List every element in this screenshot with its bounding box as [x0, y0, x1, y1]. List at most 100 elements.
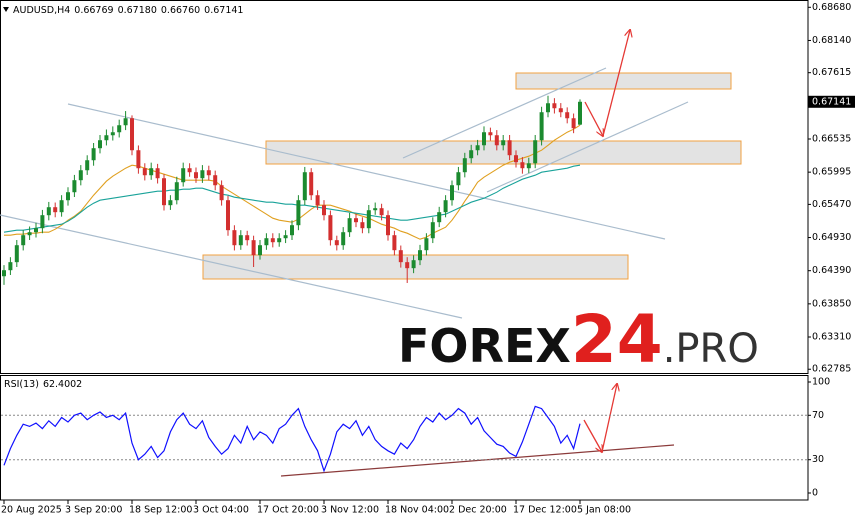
close-value: 0.67141: [204, 5, 243, 16]
candle-body: [379, 208, 384, 216]
candle-body: [206, 170, 211, 176]
candle-body: [456, 172, 461, 186]
y-tick-label: 0.66535: [812, 133, 851, 144]
candle-body: [347, 218, 352, 233]
y-tick-label: 0.67615: [812, 67, 851, 78]
rsi-trendline: [280, 444, 675, 477]
candle-body: [501, 140, 506, 146]
x-tick-label: 17 Oct 20:00: [257, 505, 319, 516]
candle-body: [251, 240, 256, 256]
forecast-arrow: [601, 384, 617, 453]
price-panel-frame: [0, 0, 809, 374]
candle-body: [59, 200, 64, 213]
y-tick-label: 0.68680: [812, 2, 851, 13]
rsi-name: RSI(13): [4, 379, 39, 390]
forecast-arrow: [583, 419, 602, 452]
rsi-value: 62.4002: [43, 379, 82, 390]
candle-body: [104, 135, 109, 141]
candle-body: [264, 238, 269, 246]
candle-body: [187, 168, 192, 173]
candle-body: [168, 200, 173, 206]
candle-body: [578, 101, 582, 125]
candle-body: [110, 132, 115, 136]
y-tick-label: 0.64390: [812, 265, 851, 276]
y-tick-label: 0.68140: [812, 35, 851, 46]
watermark-part: FOREX: [398, 319, 571, 373]
candle-body: [309, 172, 314, 196]
candle-body: [98, 140, 102, 149]
candle-body: [232, 230, 237, 246]
x-tick-label: 3 Sep 20:00: [65, 505, 122, 516]
candle-body: [328, 215, 333, 241]
candle-body: [91, 148, 96, 161]
candle-body: [123, 118, 128, 126]
candle-body: [418, 250, 422, 261]
x-tick-label: 3 Oct 04:00: [193, 505, 249, 516]
candle-body: [552, 103, 557, 109]
y-tick-label: 0.65995: [812, 167, 851, 178]
candle-body: [341, 232, 346, 246]
forecast-arrow: [584, 101, 603, 136]
candle-body: [398, 250, 403, 263]
candle-body: [53, 207, 58, 213]
price-header: AUDUSD,H4 0.66769 0.67180 0.66760 0.67141: [13, 5, 243, 16]
candle-body: [283, 235, 288, 239]
x-tick-label: 2 Dec 20:00: [449, 505, 507, 516]
candle-body: [322, 205, 326, 216]
channel-line: [486, 101, 689, 193]
rsi-panel-frame: [0, 375, 809, 501]
candle-body: [136, 150, 141, 169]
high-value: 0.67180: [118, 5, 157, 16]
candle-body: [334, 240, 339, 246]
candle-body: [258, 245, 262, 256]
candle-body: [494, 135, 499, 146]
candle-body: [482, 132, 486, 146]
x-tick-label: 20 Aug 2025: [1, 505, 62, 516]
candle-body: [469, 150, 474, 159]
candle-body: [315, 195, 320, 206]
candle-body: [27, 232, 32, 236]
symbol: AUDUSD,H4: [13, 5, 70, 16]
candle-body: [290, 225, 294, 236]
watermark: FOREX24.PRO: [398, 301, 759, 378]
candle-body: [539, 112, 544, 141]
candle-body: [571, 118, 576, 129]
candle-body: [162, 178, 166, 206]
candle-body: [238, 235, 243, 246]
candle-body: [270, 238, 275, 243]
candle-body: [46, 207, 51, 216]
resistance-zone: [515, 72, 732, 90]
candle-body: [142, 168, 147, 176]
candle-body: [155, 168, 160, 179]
candle-body: [302, 172, 307, 201]
candle-body: [8, 262, 13, 271]
candle-body: [72, 180, 77, 193]
candle-body: [149, 168, 154, 176]
candle-body: [181, 168, 186, 183]
candle-body: [533, 140, 538, 164]
x-tick-label: 18 Nov 04:00: [385, 505, 449, 516]
candle-body: [174, 182, 179, 201]
candle-body: [437, 212, 442, 223]
candle-body: [200, 170, 205, 179]
candle-body: [488, 132, 493, 136]
x-tick-label: 18 Sep 12:00: [129, 505, 192, 516]
menu-triangle[interactable]: [3, 7, 9, 12]
candle-body: [194, 172, 198, 179]
open-value: 0.66769: [74, 5, 113, 16]
candle-body: [430, 222, 435, 239]
candle-body: [34, 228, 38, 233]
candle-body: [277, 238, 282, 243]
x-tick-label: 5 Jan 08:00: [577, 505, 631, 516]
candle-body: [450, 185, 454, 201]
watermark-part: .PRO: [663, 326, 759, 372]
y-tick-label: 100: [812, 376, 830, 387]
candle-body: [40, 215, 45, 229]
rsi-header: RSI(13) 62.4002: [4, 379, 82, 390]
low-value: 0.66760: [161, 5, 200, 16]
candle-body: [213, 175, 218, 186]
candle-body: [366, 210, 371, 229]
candle-body: [411, 260, 416, 269]
candle-body: [130, 118, 134, 151]
